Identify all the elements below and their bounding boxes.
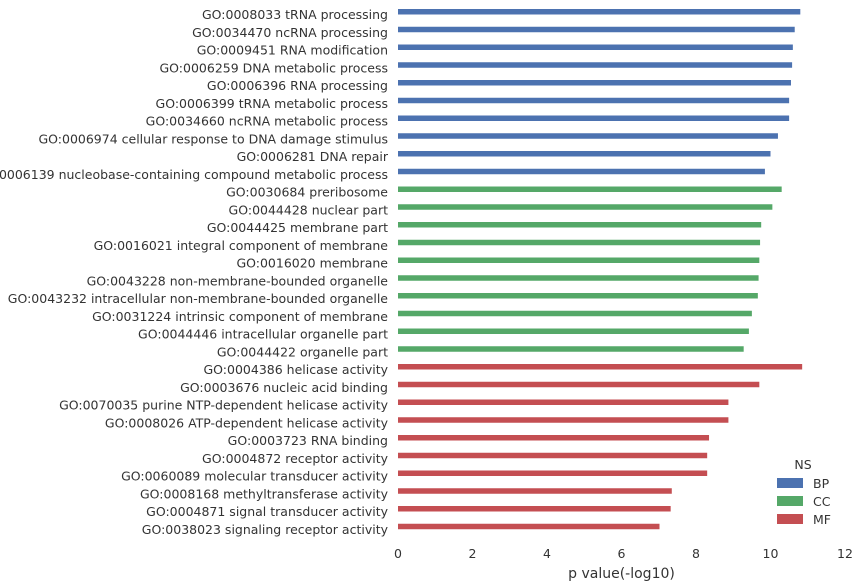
bar-bp bbox=[398, 44, 793, 50]
legend-label: CC bbox=[813, 494, 831, 509]
bar-bp bbox=[398, 115, 790, 121]
bar-mf bbox=[398, 435, 710, 441]
category-label: GO:0044422 organelle part bbox=[217, 344, 388, 359]
x-tick-label: 12 bbox=[837, 546, 853, 561]
bar-bp bbox=[398, 9, 801, 15]
category-label: GO:0003723 RNA binding bbox=[228, 433, 388, 448]
legend-swatch-bp bbox=[777, 478, 803, 488]
category-label: GO:0006396 RNA processing bbox=[207, 78, 388, 93]
bar-cc bbox=[398, 328, 749, 334]
bar-mf bbox=[398, 452, 708, 459]
category-label: GO:0009451 RNA modification bbox=[197, 43, 388, 58]
category-label: GO:0060089 molecular transducer activity bbox=[121, 469, 389, 484]
category-label: GO:0016020 membrane bbox=[236, 256, 388, 271]
category-label: GO:0043228 non-membrane-bounded organell… bbox=[87, 273, 389, 288]
x-tick-label: 8 bbox=[692, 546, 700, 561]
legend-label: BP bbox=[813, 476, 830, 491]
category-label: GO:0006281 DNA repair bbox=[237, 149, 389, 164]
category-label: GO:0008026 ATP-dependent helicase activi… bbox=[105, 415, 389, 430]
category-label: GO:0008033 tRNA processing bbox=[202, 7, 388, 22]
category-label: GO:0006139 nucleobase-containing compoun… bbox=[0, 167, 388, 182]
category-label: GO:0031224 intrinsic component of membra… bbox=[92, 309, 388, 324]
bar-bp bbox=[398, 62, 793, 68]
bar-mf bbox=[398, 488, 672, 494]
bar-cc bbox=[398, 239, 761, 246]
category-label: GO:0006399 tRNA metabolic process bbox=[156, 96, 388, 111]
category-label: GO:0070035 purine NTP-dependent helicase… bbox=[59, 398, 389, 413]
category-label: GO:0004872 receptor activity bbox=[202, 451, 389, 466]
category-label: GO:0004871 signal transducer activity bbox=[146, 504, 388, 519]
category-label: GO:0034470 ncRNA processing bbox=[192, 25, 388, 40]
legend-swatch-mf bbox=[777, 514, 803, 524]
bar-mf bbox=[398, 470, 708, 476]
category-label: GO:0043232 intracellular non-membrane-bo… bbox=[8, 291, 389, 306]
x-tick-label: 4 bbox=[543, 546, 551, 561]
legend-label: MF bbox=[813, 512, 831, 527]
bar-bp bbox=[398, 151, 771, 157]
bar-cc bbox=[398, 257, 760, 263]
bar-mf bbox=[398, 399, 729, 405]
category-label: GO:0044446 intracellular organelle part bbox=[138, 327, 388, 342]
bar-bp bbox=[398, 133, 778, 139]
bar-cc bbox=[398, 222, 762, 228]
bar-cc bbox=[398, 310, 752, 317]
x-axis: 0 2 4 6 8 10 12 bbox=[394, 546, 853, 561]
bar-bp bbox=[398, 26, 795, 33]
bar-bp bbox=[398, 168, 765, 175]
category-label: GO:0003676 nucleic acid binding bbox=[180, 380, 388, 395]
category-label: GO:0030684 preribosome bbox=[226, 185, 388, 200]
bar-cc bbox=[398, 346, 744, 352]
category-label: GO:0034660 ncRNA metabolic process bbox=[146, 114, 388, 129]
category-label: GO:0008168 methyltransferase activity bbox=[140, 486, 389, 501]
bar-mf bbox=[398, 381, 760, 388]
bar-cc bbox=[398, 275, 759, 281]
category-labels: GO:0008033 tRNA processing GO:0034470 ncR… bbox=[0, 7, 389, 537]
bar-mf bbox=[398, 364, 803, 370]
bar-mf bbox=[398, 417, 729, 423]
x-tick-label: 10 bbox=[763, 546, 779, 561]
legend-swatch-cc bbox=[777, 496, 803, 506]
bar-bp bbox=[398, 97, 790, 104]
legend-title: NS bbox=[794, 457, 811, 472]
x-axis-title: p value(-log10) bbox=[568, 566, 675, 582]
category-label: GO:0006974 cellular response to DNA dama… bbox=[38, 131, 388, 146]
bar-mf bbox=[398, 506, 671, 512]
x-tick-label: 6 bbox=[618, 546, 626, 561]
legend: NS BP CC MF bbox=[777, 457, 831, 527]
x-tick-label: 2 bbox=[469, 546, 477, 561]
category-label: GO:0044428 nuclear part bbox=[229, 202, 389, 217]
bar-cc bbox=[398, 186, 782, 192]
category-label: GO:0004386 helicase activity bbox=[203, 362, 388, 377]
bar-cc bbox=[398, 204, 773, 210]
bar-mf bbox=[398, 523, 660, 530]
category-label: GO:0006259 DNA metabolic process bbox=[160, 60, 389, 75]
bars-layer bbox=[398, 9, 803, 530]
x-tick-label: 0 bbox=[394, 546, 402, 561]
category-label: GO:0038023 signaling receptor activity bbox=[142, 522, 389, 537]
category-label: GO:0016021 integral component of membran… bbox=[94, 238, 389, 253]
bar-cc bbox=[398, 293, 758, 299]
bar-bp bbox=[398, 80, 791, 86]
category-label: GO:0044425 membrane part bbox=[207, 220, 388, 235]
